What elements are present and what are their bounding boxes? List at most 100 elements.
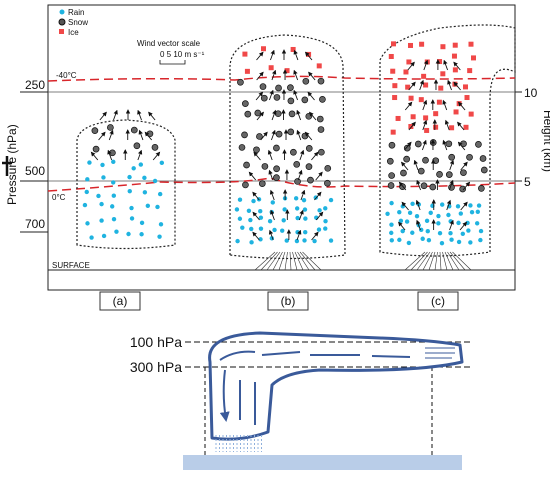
wind-vector	[416, 179, 422, 191]
rain-drop	[142, 175, 147, 181]
wind-vector	[98, 131, 106, 141]
snow-particle	[91, 127, 99, 134]
rain-drop	[96, 193, 101, 199]
snow-particle	[386, 157, 394, 165]
wind-vector	[421, 139, 427, 151]
legend-ice: Ice	[68, 28, 79, 37]
wind-vector	[269, 89, 274, 101]
snow-particle	[302, 77, 310, 85]
ice-particle	[390, 129, 396, 135]
ice-particle	[468, 41, 474, 47]
snow-particle	[475, 141, 482, 148]
rain-drop	[456, 239, 462, 245]
wind-vector	[404, 141, 412, 151]
ice-particle	[403, 69, 409, 75]
rain-drop	[414, 213, 420, 219]
ice-particle	[449, 125, 455, 131]
ice-particle	[453, 109, 459, 115]
rain-drop	[258, 208, 263, 214]
rain-drop	[476, 203, 482, 208]
ice-particle	[436, 99, 442, 105]
inflow-line	[428, 251, 436, 271]
snow-particle	[305, 163, 313, 170]
wind-vector	[298, 209, 304, 221]
isotherm-label: 0°C	[52, 193, 66, 202]
wind-vector	[304, 131, 313, 141]
rain-drop	[293, 196, 299, 201]
snow-particle	[422, 156, 429, 164]
wind-scale-label: 0 5 10 m s⁻¹	[160, 50, 205, 59]
rain-drop	[258, 226, 264, 231]
wind-vector	[297, 169, 303, 181]
wind-scale-bar	[159, 60, 186, 65]
rain-drop	[99, 218, 104, 223]
rain-drop	[272, 227, 277, 233]
snow-particle	[273, 174, 280, 181]
snow-particle	[317, 77, 325, 85]
inflow-line	[260, 251, 278, 271]
rain-drop	[157, 234, 162, 239]
snow-particle	[305, 145, 313, 152]
rain-drop	[100, 162, 105, 168]
snow-particle	[109, 149, 116, 157]
rain-drop	[449, 237, 454, 242]
height-tick: 10	[524, 86, 538, 100]
snow-particle	[387, 182, 395, 189]
wind-vector	[293, 69, 299, 81]
rain-drop	[99, 201, 104, 207]
snow-particle	[256, 133, 263, 140]
snow-particle	[273, 94, 281, 101]
panel-box	[99, 291, 141, 311]
snow-particle	[243, 161, 250, 169]
rain-drop	[466, 228, 471, 233]
rain-drop	[155, 204, 160, 210]
rain-drop	[437, 230, 443, 236]
snow-particle	[317, 126, 325, 133]
rain-drop	[301, 197, 307, 203]
wind-vector	[401, 201, 409, 211]
inflow-line	[294, 251, 304, 271]
axis-mark	[2, 156, 12, 176]
snow-particle	[460, 169, 467, 177]
snow-particle	[388, 141, 396, 149]
anvil-edge	[425, 347, 455, 359]
inflow-line	[410, 251, 428, 271]
snow-particle	[130, 126, 138, 134]
ice-particle	[405, 84, 411, 90]
rain-drop	[446, 212, 451, 218]
wind-vector	[443, 59, 449, 71]
ice-particle	[408, 95, 414, 101]
rain-drop	[267, 219, 273, 224]
surface-label: SURFACE	[52, 261, 90, 270]
snow-particle	[445, 171, 453, 178]
ice-particle	[423, 115, 429, 121]
inflow-line	[299, 251, 316, 271]
rain-drop	[101, 175, 106, 180]
inflow-line	[404, 251, 426, 271]
wind-vector	[152, 151, 161, 161]
rain-drop	[328, 238, 334, 243]
wind-vector	[138, 129, 144, 141]
ice-particle	[268, 65, 274, 71]
ice-particle	[452, 67, 458, 73]
wind-vector	[307, 91, 315, 101]
wind-vector	[252, 211, 260, 221]
snow-particle	[258, 180, 266, 187]
pressure-tick: 250	[25, 78, 45, 92]
rain-drop	[397, 237, 402, 243]
rain-drop	[410, 201, 415, 206]
rain-drop	[85, 177, 90, 182]
inflow-line	[434, 251, 438, 271]
snow-particle	[318, 148, 325, 156]
rain-drop	[389, 222, 394, 227]
ice-particle	[390, 68, 396, 74]
wind-vector	[293, 89, 298, 101]
ice-particle	[470, 55, 476, 61]
wind-vector	[400, 161, 409, 171]
inflow-line	[416, 251, 431, 271]
rain-drop	[127, 174, 132, 180]
snow-particle	[307, 176, 314, 184]
rain-drop	[389, 230, 394, 236]
snow-particle	[133, 142, 141, 150]
